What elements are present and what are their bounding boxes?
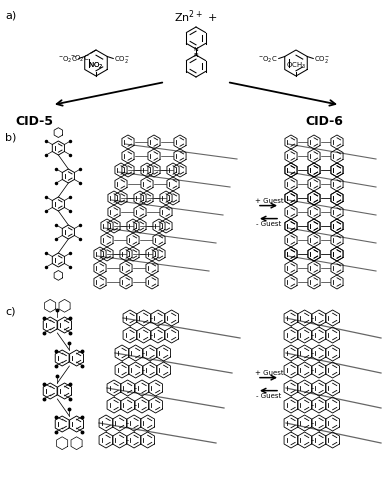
- Text: CID-6: CID-6: [305, 115, 343, 128]
- Text: - Guest: - Guest: [256, 220, 281, 227]
- Text: + Guest: + Guest: [255, 197, 283, 204]
- Text: N: N: [194, 53, 198, 57]
- Text: Zn$^{2+}$ +: Zn$^{2+}$ +: [174, 8, 218, 25]
- Text: CO$_2^{-}$: CO$_2^{-}$: [114, 54, 130, 65]
- Text: - Guest: - Guest: [256, 393, 281, 399]
- Text: CID-5: CID-5: [15, 115, 53, 128]
- Text: N: N: [194, 47, 198, 52]
- Text: $^{-}$O$_2$C: $^{-}$O$_2$C: [258, 55, 278, 65]
- Text: c): c): [5, 306, 16, 316]
- Text: $^{-}$O$_2$C: $^{-}$O$_2$C: [70, 54, 90, 64]
- Text: + Guest: + Guest: [255, 370, 283, 376]
- Text: a): a): [5, 10, 16, 20]
- Text: CO$_2^{-}$: CO$_2^{-}$: [314, 54, 330, 65]
- Text: NO$_2$: NO$_2$: [88, 61, 104, 71]
- Text: b): b): [5, 133, 16, 143]
- Text: $^{-}$O$_2$C: $^{-}$O$_2$C: [58, 55, 78, 65]
- Text: OCH$_3$: OCH$_3$: [286, 61, 306, 71]
- Text: NO$_2$: NO$_2$: [88, 61, 104, 71]
